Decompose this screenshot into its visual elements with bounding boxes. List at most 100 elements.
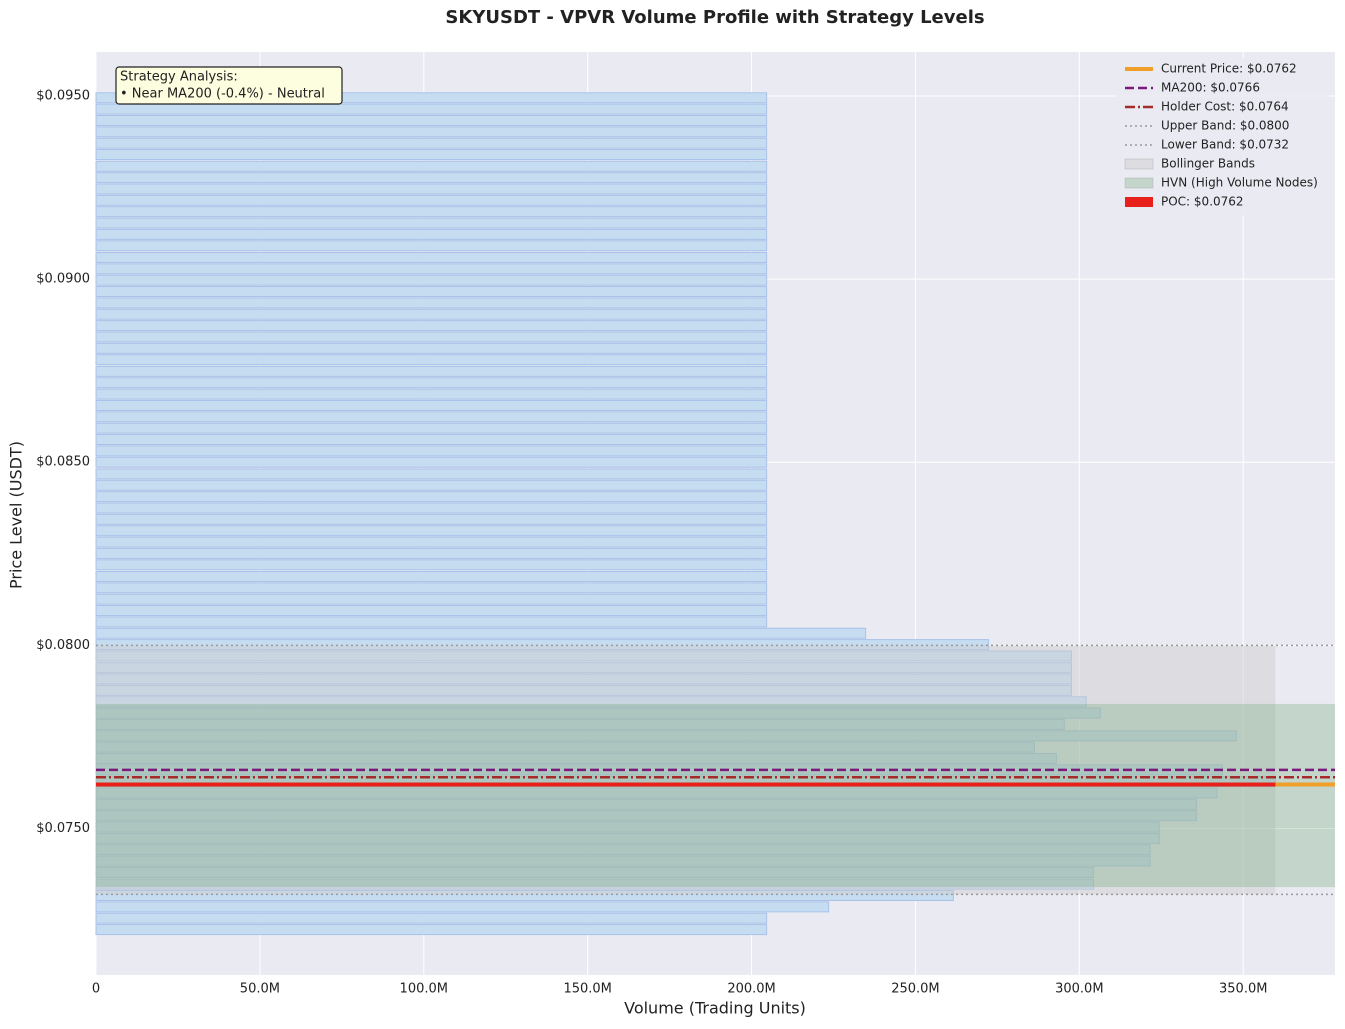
bar <box>95 399 768 411</box>
x-tick-label: 200.0M <box>727 982 775 997</box>
bar <box>95 286 768 298</box>
legend-swatch <box>1124 158 1154 170</box>
bar <box>95 342 768 354</box>
bar <box>95 183 768 195</box>
legend-label: Lower Band: $0.0732 <box>1161 138 1289 152</box>
bar <box>95 263 768 275</box>
y-tick-label: $0.0800 <box>36 638 90 653</box>
bar <box>95 411 768 423</box>
chart-title: SKYUSDT - VPVR Volume Profile with Strat… <box>445 7 984 28</box>
bar <box>95 605 768 617</box>
bar <box>95 308 768 320</box>
legend-label: Bollinger Bands <box>1161 157 1255 171</box>
bar <box>95 650 1072 662</box>
y-tick-label: $0.0950 <box>36 88 90 103</box>
bar <box>95 228 768 240</box>
bar <box>95 924 768 936</box>
bar <box>95 627 867 639</box>
bar <box>95 103 768 115</box>
bar <box>95 593 768 605</box>
bar <box>95 434 768 446</box>
bar <box>95 217 768 229</box>
legend-label: Current Price: $0.0762 <box>1161 62 1297 76</box>
bar <box>95 890 954 902</box>
bar <box>95 137 768 149</box>
bar <box>95 832 1160 844</box>
bar <box>95 787 1218 799</box>
bar <box>95 673 1072 685</box>
bar <box>95 206 768 218</box>
bar <box>95 855 1151 867</box>
bar <box>95 422 768 434</box>
bar <box>95 525 768 537</box>
bar <box>95 513 768 525</box>
x-tick-label: 250.0M <box>891 982 939 997</box>
bar <box>95 388 768 400</box>
bar <box>95 912 768 924</box>
x-tick-label: 50.0M <box>240 982 280 997</box>
legend-label: Upper Band: $0.0800 <box>1161 119 1289 133</box>
bar <box>95 456 768 468</box>
x-axis-label: Volume (Trading Units) <box>624 999 806 1018</box>
legend-swatch <box>1125 197 1153 207</box>
legend-label: MA200: $0.0766 <box>1161 81 1260 95</box>
band <box>96 703 1335 888</box>
bar <box>95 172 768 184</box>
bar <box>95 240 768 252</box>
y-axis-label: Price Level (USDT) <box>7 441 26 589</box>
bar <box>95 468 768 480</box>
bar <box>95 365 768 377</box>
bar <box>95 878 1094 890</box>
bar <box>95 707 1101 719</box>
bar <box>95 901 830 913</box>
bar <box>95 251 768 263</box>
x-tick-label: 350.0M <box>1219 982 1267 997</box>
y-tick-label: $0.0850 <box>36 455 90 470</box>
legend-label: POC: $0.0762 <box>1161 195 1244 209</box>
bar <box>95 126 768 138</box>
bar <box>95 320 768 332</box>
x-tick-label: 150.0M <box>563 982 611 997</box>
annotation-box <box>115 66 343 105</box>
bar <box>95 571 768 582</box>
bar <box>95 547 768 559</box>
y-tick-label: $0.0750 <box>36 821 90 836</box>
bar <box>95 730 1237 742</box>
legend-label: HVN (High Volume Nodes) <box>1161 176 1318 190</box>
x-tick-label: 100.0M <box>400 982 448 997</box>
bar <box>95 866 1094 878</box>
bar <box>95 377 768 389</box>
legend-swatch <box>1124 177 1154 189</box>
bar <box>95 491 768 503</box>
legend-box <box>1117 58 1329 216</box>
bar <box>95 445 768 457</box>
x-tick-label: 0 <box>92 982 100 997</box>
bar <box>95 502 768 514</box>
bar <box>95 194 768 206</box>
legend-label: Holder Cost: $0.0764 <box>1161 100 1289 114</box>
bar <box>95 810 1197 822</box>
bar <box>95 331 768 343</box>
bar <box>95 684 1072 696</box>
annotation-line: Strategy Analysis: <box>120 70 238 85</box>
bar <box>95 582 768 594</box>
bar <box>95 821 1160 833</box>
bar <box>95 297 768 309</box>
bar <box>95 718 1065 730</box>
bar <box>95 844 1151 856</box>
annotation-line: • Near MA200 (-0.4%) - Neutral <box>120 87 325 102</box>
bar <box>95 354 768 366</box>
bar <box>95 536 768 548</box>
bar <box>95 114 768 126</box>
bar <box>95 753 1057 765</box>
bar <box>95 798 1197 810</box>
bar <box>95 274 768 286</box>
x-tick-label: 300.0M <box>1055 982 1103 997</box>
bar <box>95 741 1035 753</box>
bar <box>95 160 768 172</box>
poc-bar <box>96 782 1276 787</box>
bar <box>95 149 768 161</box>
bar <box>95 616 768 628</box>
bar <box>95 92 768 104</box>
